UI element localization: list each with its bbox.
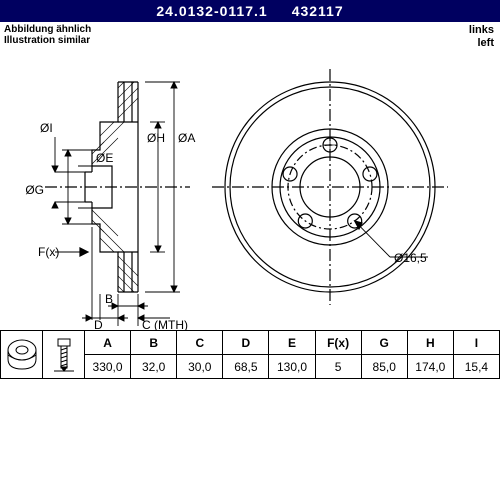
col-Fx: F(x): [315, 331, 361, 355]
technical-drawing: ØI ØG ØE ØH ØA F(x) B D C (MTH) Ø16,5: [0, 22, 500, 330]
val-C: 30,0: [177, 355, 223, 379]
val-D: 68,5: [223, 355, 269, 379]
part-number: 24.0132-0117.1: [156, 3, 267, 19]
col-G: G: [361, 331, 407, 355]
disc-icon-cell: [1, 331, 43, 379]
label-Fx: F(x): [38, 245, 59, 259]
col-B: B: [131, 331, 177, 355]
col-I: I: [453, 331, 499, 355]
val-I: 15,4: [453, 355, 499, 379]
table-header-row: A B C D E F(x) G H I: [1, 331, 500, 355]
val-G: 85,0: [361, 355, 407, 379]
label-B: B: [105, 292, 113, 306]
label-D: D: [94, 318, 103, 330]
col-H: H: [407, 331, 453, 355]
bolt-icon-cell: [43, 331, 85, 379]
col-D: D: [223, 331, 269, 355]
val-Fx: 5: [315, 355, 361, 379]
brake-disc-icon: [5, 335, 39, 375]
label-OI: ØI: [40, 121, 53, 135]
bolt-icon: [50, 335, 78, 375]
col-E: E: [269, 331, 315, 355]
label-OH: ØH: [147, 131, 165, 145]
val-A: 330,0: [85, 355, 131, 379]
header-bar: 24.0132-0117.1 432117: [0, 0, 500, 22]
val-E: 130,0: [269, 355, 315, 379]
val-B: 32,0: [131, 355, 177, 379]
alt-number: 432117: [292, 3, 344, 19]
col-C: C: [177, 331, 223, 355]
dimension-table: A B C D E F(x) G H I 330,0 32,0 30,0 68,…: [0, 330, 500, 379]
label-OE: ØE: [96, 151, 113, 165]
val-H: 174,0: [407, 355, 453, 379]
hole-label: Ø16,5: [394, 251, 427, 265]
label-OA: ØA: [178, 131, 195, 145]
label-OG: ØG: [25, 183, 44, 197]
label-C: C (MTH): [142, 318, 188, 330]
col-A: A: [85, 331, 131, 355]
